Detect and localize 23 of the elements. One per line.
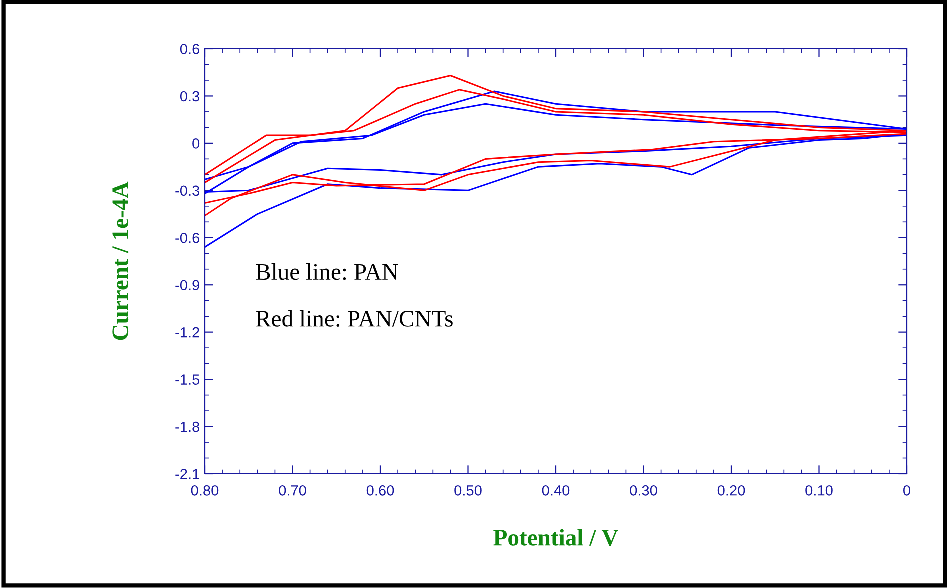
y-tick-label: -0.6 [176, 232, 200, 244]
y-tick-label: -0.9 [176, 280, 200, 291]
y-axis-title: Current / 1e-4A [112, 182, 129, 340]
x-tick-label: 0.50 [454, 485, 482, 496]
x-tick-label: 0.60 [366, 485, 394, 496]
x-tick-label: 0.20 [718, 485, 746, 496]
x-tick-label: 0.70 [279, 485, 306, 496]
y-tick-label: -1.2 [176, 327, 200, 338]
x-axis-title: Potential / V [494, 529, 618, 546]
y-tick-label: -0.3 [176, 186, 200, 196]
x-tick-label: 0 [904, 485, 910, 496]
x-tick-label: 0.10 [806, 485, 833, 496]
annotation: Blue line: PAN [256, 264, 398, 280]
x-tick-label: 0.30 [630, 485, 658, 496]
x-tick-label: 0.80 [191, 485, 219, 496]
x-tick-label: 0.40 [542, 485, 570, 496]
y-tick-label: -2.1 [176, 469, 200, 480]
annotation: Red line: PAN/CNTs [256, 310, 453, 328]
y-tick-label: -1.8 [176, 422, 200, 432]
y-tick-label: 0.3 [180, 91, 200, 102]
y-tick-label: -1.5 [176, 374, 200, 385]
y-tick-label: 0 [192, 138, 200, 149]
y-tick-label: 0.6 [180, 44, 200, 54]
